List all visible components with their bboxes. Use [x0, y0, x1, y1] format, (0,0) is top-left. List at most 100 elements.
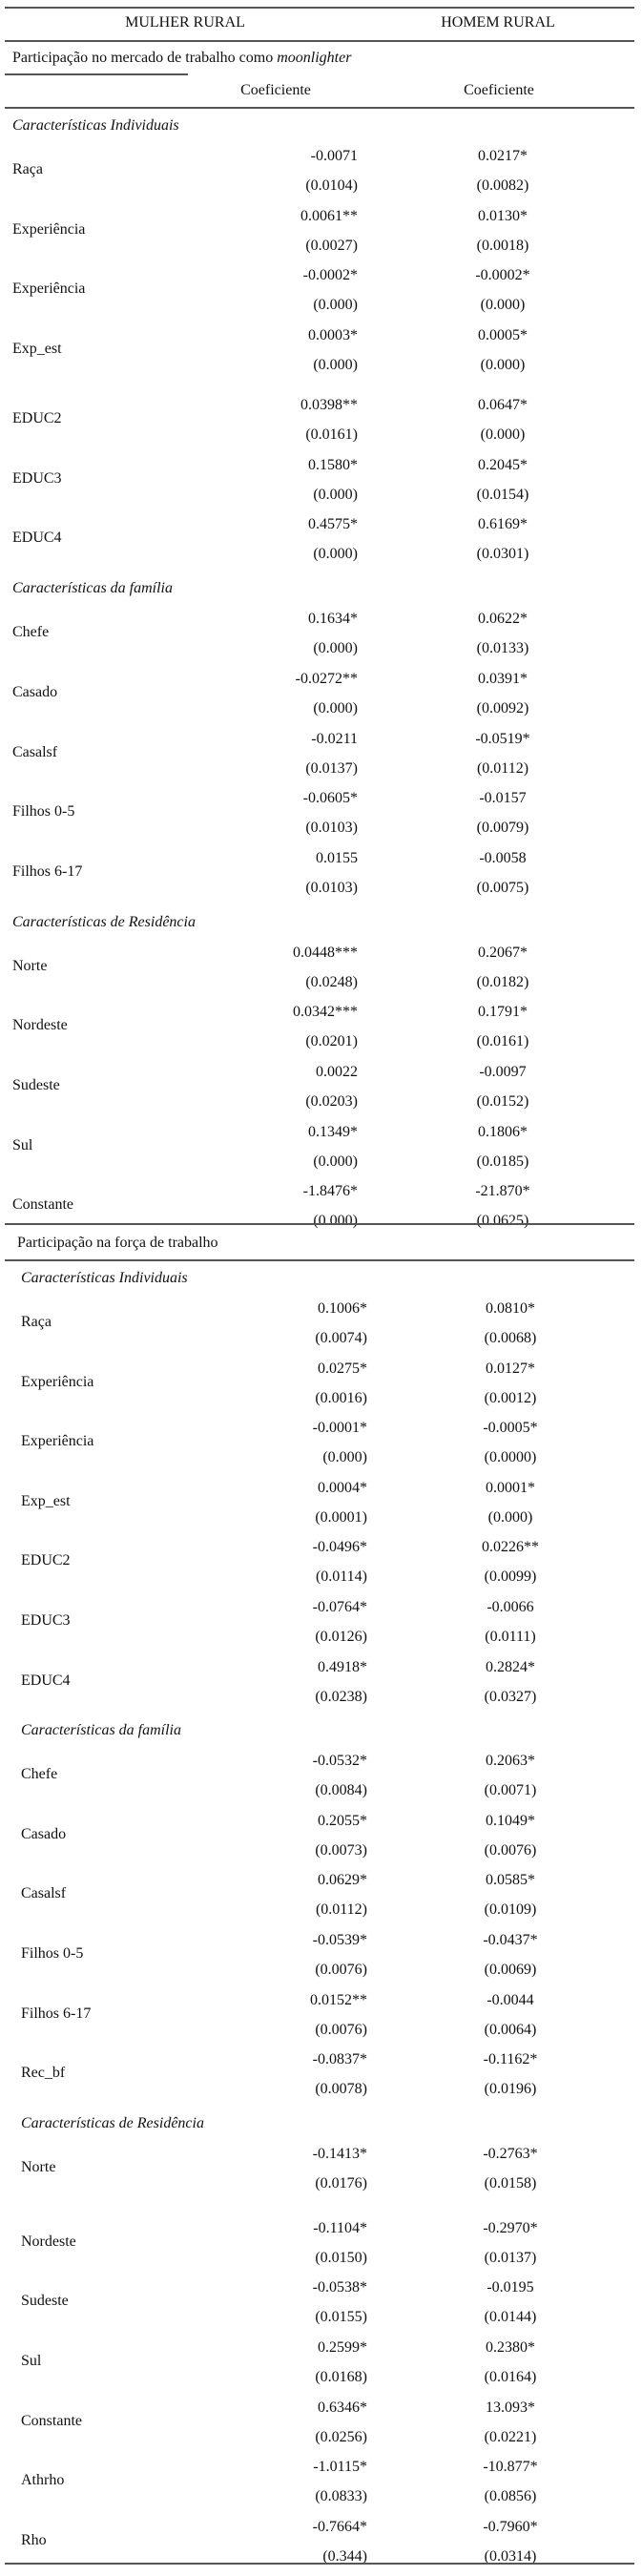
subheader-coeficiente-mulher: Coeficiente [240, 82, 311, 98]
coef-homem: 0.1806* [478, 1123, 528, 1140]
se-homem: (0.0154) [476, 486, 529, 503]
se-mulher: (0.0114) [315, 1568, 367, 1586]
variable-label: Filhos 6-17 [12, 862, 83, 880]
group-heading: Características Individuais [12, 117, 179, 134]
variable-label: Casado [12, 683, 58, 700]
table-row: EDUC4 0.4575* (0.000) 0.6169* (0.0301) [0, 511, 642, 571]
se-homem: (0.0327) [484, 1688, 537, 1705]
se-mulher: (0.0248) [305, 973, 358, 990]
se-mulher: (0.0176) [315, 2174, 367, 2192]
se-homem: (0.0064) [484, 2021, 537, 2038]
variable-label: Norte [12, 957, 48, 974]
coef-homem: 0.0001* [486, 1479, 535, 1496]
table-row: Sul 0.2599* (0.0168) 0.2380* (0.0164) [0, 2335, 642, 2395]
se-mulher: (0.0103) [305, 820, 358, 837]
variable-label: Nordeste [12, 1017, 68, 1034]
coef-mulher: 0.0004* [318, 1479, 367, 1496]
table-top-rule [5, 7, 634, 9]
coef-homem: 0.2063* [486, 1753, 535, 1770]
table-row: Raça -0.0071 (0.0104) 0.0217* (0.0082) [0, 143, 642, 203]
partial-rule [5, 73, 188, 75]
table-row: Raça 0.1006* (0.0074) 0.0810* (0.0068) [0, 1296, 642, 1356]
variable-label: Experiência [12, 220, 86, 238]
se-homem: (0.0099) [484, 1568, 537, 1586]
se-mulher: (0.0137) [305, 759, 358, 777]
table-header: MULHER RURAL HOMEM RURAL [0, 7, 642, 40]
table-row: EDUC3 0.1580* (0.000) 0.2045* (0.0154) [0, 452, 642, 512]
se-homem: (0.0152) [476, 1092, 529, 1110]
variable-label: Filhos 0-5 [12, 803, 75, 821]
coef-homem: 0.0391* [478, 670, 528, 687]
variable-label: Nordeste [21, 2233, 76, 2250]
coef-mulher: -0.0539* [312, 1931, 367, 1948]
coef-homem: -0.0097 [479, 1063, 527, 1080]
coef-homem: -0.0005* [483, 1420, 538, 1437]
se-homem: (0.0012) [484, 1389, 537, 1406]
coef-homem: -0.2763* [483, 2145, 538, 2162]
coef-mulher: 0.0022 [316, 1063, 358, 1080]
variable-label: Chefe [12, 624, 50, 641]
variable-label: Casalsf [12, 743, 58, 760]
se-mulher: (0.0256) [315, 2428, 367, 2445]
se-homem: (0.0076) [484, 1841, 537, 1859]
table-row: Filhos 0-5 -0.0605* (0.0103) -0.0157 (0.0079… [0, 785, 642, 845]
se-homem: (0.000) [480, 297, 526, 314]
panel-title: Participação na força de trabalho [0, 1224, 642, 1259]
coef-homem: 0.1049* [486, 1812, 535, 1829]
se-homem: (0.0000) [484, 1449, 537, 1466]
table-row: Exp_est 0.0004* (0.0001) 0.0001* (0.000) [0, 1475, 642, 1535]
se-mulher: (0.0155) [315, 2309, 367, 2326]
se-homem: (0.000) [480, 426, 526, 444]
coef-mulher: -0.0764* [312, 1598, 367, 1615]
variable-label: EDUC4 [21, 1672, 71, 1689]
coef-mulher: 0.6346* [318, 2399, 367, 2416]
coef-homem: 0.2824* [486, 1658, 535, 1675]
table-row: Casalsf 0.0629* (0.0112) 0.0585* (0.0109) [0, 1867, 642, 1927]
column-subheaders: Coeficiente Coeficiente [0, 75, 642, 107]
se-mulher: (0.0112) [315, 1901, 367, 1919]
se-mulher: (0.0076) [315, 1961, 367, 1978]
se-mulher: (0.0104) [305, 177, 358, 194]
se-mulher: (0.0150) [315, 2249, 367, 2266]
se-mulher: (0.0078) [315, 2081, 367, 2098]
se-homem: (0.0164) [484, 2368, 537, 2385]
coef-mulher: 0.2055* [318, 1812, 367, 1829]
coef-mulher: -0.0001* [312, 1420, 367, 1437]
variable-label: Rho [21, 2531, 47, 2548]
column-header-homem-rural: HOMEM RURAL [441, 14, 555, 31]
coef-homem: 0.0226** [482, 1539, 539, 1556]
table-row: Nordeste 0.0342*** (0.0201) 0.1791* (0.0161) [0, 999, 642, 1059]
se-homem: (0.0133) [476, 640, 529, 657]
variable-label: Experiência [21, 1433, 94, 1450]
se-mulher: (0.0027) [305, 237, 358, 254]
se-homem: (0.0314) [484, 2547, 537, 2565]
coef-mulher: -0.0605* [302, 790, 358, 807]
variable-label: Constante [21, 2412, 82, 2429]
table-row: Casalsf -0.0211 (0.0137) -0.0519* (0.0112) [0, 726, 642, 786]
coef-mulher: -0.1104* [313, 2219, 367, 2236]
table-row: Sul 0.1349* (0.000) 0.1806* (0.0185) [0, 1119, 642, 1179]
coef-homem: -0.0044 [487, 1991, 534, 2008]
se-homem: (0.0158) [484, 2174, 537, 2192]
se-mulher: (0.0201) [305, 1033, 358, 1050]
coef-mulher: -0.0837* [312, 2051, 367, 2068]
coef-mulher: -1.8476* [302, 1183, 358, 1200]
coef-mulher: 0.0155 [316, 849, 358, 866]
variable-label: Sul [12, 1136, 33, 1153]
se-homem: (0.0161) [476, 1033, 529, 1050]
se-mulher: (0.000) [313, 486, 358, 503]
se-homem: (0.0144) [484, 2309, 537, 2326]
se-homem: (0.0182) [476, 973, 529, 990]
table-row: Rec_bf -0.0837* (0.0078) -0.1162* (0.0196) [0, 2046, 642, 2107]
se-mulher: (0.0001) [315, 1508, 367, 1526]
coef-homem: -0.0058 [479, 849, 527, 866]
coef-mulher: 0.0061** [300, 207, 358, 224]
coef-homem: 0.0585* [486, 1872, 535, 1889]
variable-label: Experiência [12, 280, 86, 298]
group-heading: Características da família [21, 1722, 181, 1739]
table-row: Constante -1.8476* (0.000) -21.870* (0.0625) [0, 1178, 642, 1238]
coef-mulher: -0.0002* [302, 267, 358, 284]
coef-mulher: 0.0003* [308, 327, 358, 344]
se-mulher: (0.0203) [305, 1092, 358, 1110]
se-homem: (0.0112) [476, 759, 529, 777]
